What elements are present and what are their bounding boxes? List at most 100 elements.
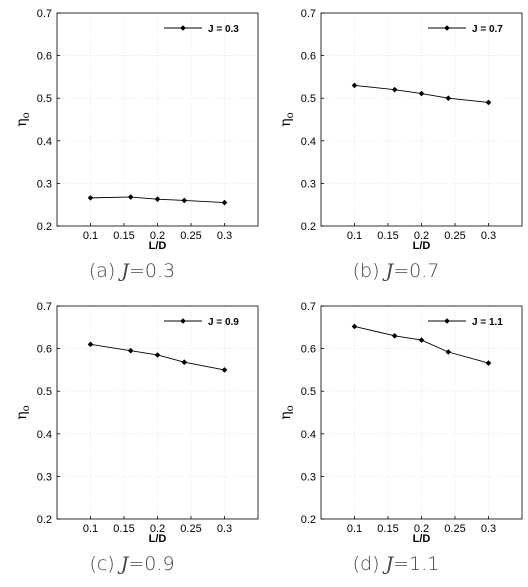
x-tick-label: 0.1 [347,230,362,242]
x-tick-label: 0.3 [481,523,496,535]
subfigure-caption: (b) J=0.7 [264,260,528,282]
x-tick-label: 0.1 [83,523,98,535]
chart-panel: 0.2 0.3 0.4 0.5 0.6 0.7 0.1 0.15 0.2 0.25 0.3 L/D ηo… [0,0,264,293]
x-tick-label: 0.2 [150,230,165,242]
data-point [154,196,161,202]
y-tick-label: 0.3 [301,178,316,190]
line-chart: 0.2 0.3 0.4 0.5 0.6 0.7 0.1 0.15 0.2 0.25 0.3 L/D ηo… [14,8,259,252]
x-axis-label: L/D [149,533,167,545]
x-tick-label: 0.2 [414,523,429,535]
data-point [445,349,452,355]
x-tick-label: 0.1 [347,523,362,535]
y-tick-label: 0.6 [37,51,52,63]
y-tick-label: 0.6 [301,51,316,63]
y-tick-label: 0.4 [301,429,316,441]
y-tick-label: 0.4 [37,136,52,148]
caption-label: (a) [88,260,122,282]
y-tick-label: 0.2 [37,514,52,526]
data-point [221,199,228,206]
data-point [87,341,94,348]
x-tick-label: 0.15 [113,523,134,535]
line-chart: 0.2 0.3 0.4 0.5 0.6 0.7 0.1 0.15 0.2 0.25 0.3 L/D ηo… [14,301,259,545]
line-chart: 0.2 0.3 0.4 0.5 0.6 0.7 0.1 0.15 0.2 0.25 0.3 L/D ηo… [278,301,523,545]
y-tick-label: 0.5 [301,386,316,398]
data-point [351,323,358,330]
x-tick-label: 0.25 [444,230,465,242]
caption-variable: J [385,553,394,575]
data-point [391,86,398,93]
data-point [127,194,134,200]
x-tick-label: 0.1 [83,230,98,242]
data-point [418,337,425,343]
plot-frame [56,12,259,227]
x-tick-label: 0.15 [377,523,398,535]
caption-label: (d) [352,553,386,575]
legend-label: J = 1.1 [472,317,503,328]
x-tick-label: 0.15 [113,230,134,242]
data-point [351,82,358,89]
data-point [181,197,188,204]
y-axis-label: ηo [278,405,296,419]
y-tick-label: 0.3 [301,471,316,483]
y-tick-label: 0.7 [37,301,52,313]
caption-variable: J [385,260,394,282]
caption-value: =0.3 [129,260,176,282]
data-point [445,95,452,101]
x-tick-label: 0.25 [180,523,201,535]
x-tick-label: 0.3 [217,230,232,242]
data-point [181,359,188,366]
legend-marker [444,25,450,31]
x-tick-label: 0.15 [377,230,398,242]
y-axis-label: ηo [14,405,32,419]
data-point [221,367,228,373]
caption-variable: J [120,553,129,575]
data-point [485,360,492,366]
caption-label: (b) [352,260,386,282]
x-tick-label: 0.25 [444,523,465,535]
y-tick-label: 0.4 [301,136,316,148]
x-tick-label: 0.3 [481,230,496,242]
caption-label: (c) [89,553,121,575]
legend-label: J = 0.3 [208,24,239,35]
y-tick-label: 0.7 [301,301,316,313]
chart-panel: 0.2 0.3 0.4 0.5 0.6 0.7 0.1 0.15 0.2 0.25 0.3 L/D ηo… [0,293,264,586]
legend-marker [180,318,186,324]
y-tick-label: 0.3 [37,471,52,483]
chart-panel: 0.2 0.3 0.4 0.5 0.6 0.7 0.1 0.15 0.2 0.25 0.3 L/D ηo… [264,0,528,293]
data-point [391,333,398,339]
x-axis-label: L/D [413,240,431,252]
chart-panel: 0.2 0.3 0.4 0.5 0.6 0.7 0.1 0.15 0.2 0.25 0.3 L/D ηo… [264,293,528,586]
subfigure-caption: (a) J=0.3 [0,260,264,282]
caption-variable: J [121,260,129,282]
legend-marker [180,25,186,31]
y-tick-label: 0.4 [37,429,52,441]
y-axis-label: ηo [14,112,32,126]
line-chart: 0.2 0.3 0.4 0.5 0.6 0.7 0.1 0.15 0.2 0.25 0.3 L/D ηo… [278,8,523,252]
y-tick-label: 0.7 [37,8,52,20]
data-point [87,195,94,201]
x-tick-label: 0.25 [180,230,201,242]
subfigure-caption: (c) J=0.9 [0,553,264,575]
data-point [154,352,161,358]
caption-value: =0.7 [393,260,440,282]
legend-label: J = 0.9 [208,317,239,328]
caption-value: =1.1 [393,553,440,575]
subfigure-caption: (d) J=1.1 [264,553,528,575]
x-tick-label: 0.3 [217,523,232,535]
y-tick-label: 0.6 [301,344,316,356]
y-tick-label: 0.2 [301,514,316,526]
y-tick-label: 0.5 [37,93,52,105]
plot-frame [320,12,523,227]
x-tick-label: 0.2 [414,230,429,242]
y-tick-label: 0.2 [37,221,52,233]
legend-label: J = 0.7 [472,24,503,35]
x-axis-label: L/D [413,533,431,545]
x-tick-label: 0.2 [150,523,165,535]
y-tick-label: 0.5 [301,93,316,105]
y-tick-label: 0.6 [37,344,52,356]
x-axis-label: L/D [149,240,167,252]
y-tick-label: 0.2 [301,221,316,233]
y-tick-label: 0.3 [37,178,52,190]
y-tick-label: 0.5 [37,386,52,398]
plot-frame [56,305,259,520]
